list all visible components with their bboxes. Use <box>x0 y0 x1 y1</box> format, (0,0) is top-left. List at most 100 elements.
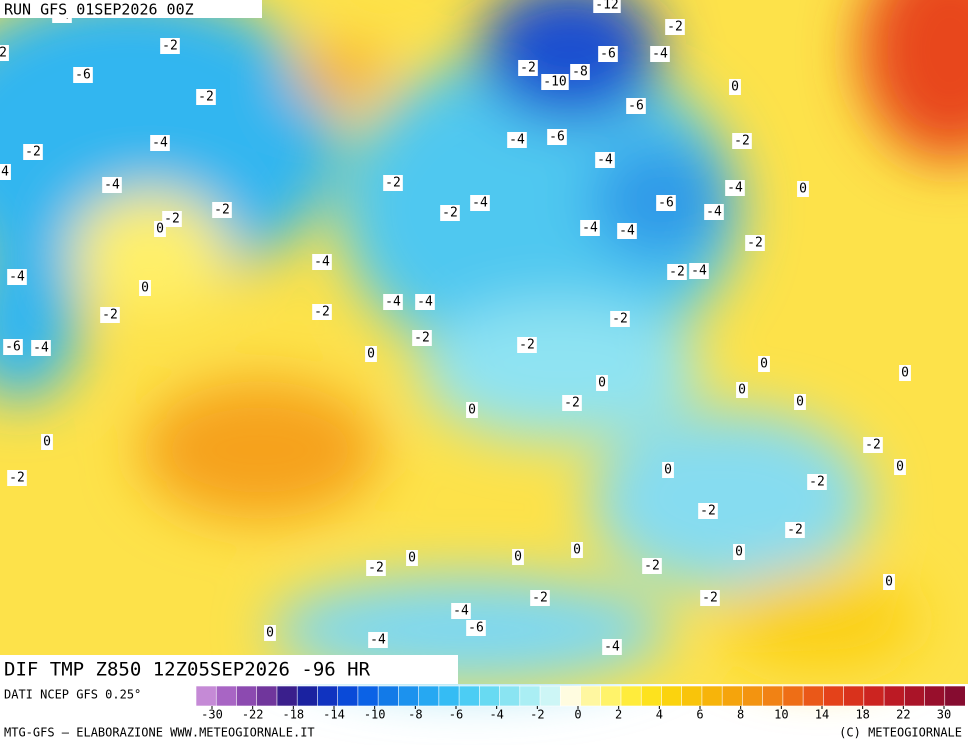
contour-label: -2 <box>198 90 214 105</box>
legend-swatch <box>438 685 460 707</box>
legend-tick-label: -14 <box>323 708 345 722</box>
contour-label-box <box>758 356 770 372</box>
contour-label-box <box>150 135 170 151</box>
contour-label: -2 <box>667 20 683 35</box>
contour-label-box <box>662 462 674 478</box>
contour-label: -2 <box>669 265 685 280</box>
legend-swatch <box>863 685 885 707</box>
contour-label: -2 <box>787 523 803 538</box>
contour-label-box <box>412 330 432 346</box>
contour-label-box <box>729 79 741 95</box>
contour-label-box <box>406 550 418 566</box>
contour-label-box <box>570 64 590 80</box>
contour-label: 0 <box>408 551 416 566</box>
contour-label: -2 <box>612 312 628 327</box>
legend-swatch <box>559 685 582 707</box>
footer-right: (C) METEOGIORNALE <box>839 726 962 740</box>
contour-label: -4 <box>417 295 433 310</box>
legend-tick-label: -18 <box>282 708 304 722</box>
contour-label-box <box>667 264 687 280</box>
contour-label-box <box>883 574 895 590</box>
legend-tick-label: 2 <box>615 708 622 722</box>
contour-label: 0 <box>735 545 743 560</box>
contour-label: -4 <box>691 264 707 279</box>
contour-label: -4 <box>453 604 469 619</box>
contour-label: -2 <box>442 206 458 221</box>
contour-label-box <box>162 211 182 227</box>
legend-swatch <box>276 685 298 707</box>
contour-label: -6 <box>468 621 484 636</box>
legend-swatch <box>823 685 845 707</box>
legend-swatch <box>883 685 905 707</box>
legend-tick-label: 22 <box>896 708 910 722</box>
contour-label-box <box>863 437 883 453</box>
legend-swatch <box>742 685 764 707</box>
contour-label-box <box>517 337 537 353</box>
legend-tick-label: 4 <box>656 708 663 722</box>
contour-label: -4 <box>604 640 620 655</box>
legend-tick-label: -6 <box>449 708 463 722</box>
contour-label: -6 <box>658 196 674 211</box>
contour-label: -2 <box>9 471 25 486</box>
run-label: RUN GFS 01SEP2026 00Z <box>4 1 194 19</box>
contour-label-box <box>0 45 9 61</box>
contour-label: -2 <box>747 236 763 251</box>
contour-label-box <box>562 395 582 411</box>
contour-label-box <box>154 221 166 237</box>
legend-tick-label: -8 <box>408 708 422 722</box>
contour-label: 0 <box>796 395 804 410</box>
contour-label: -4 <box>314 255 330 270</box>
legend-swatch <box>701 685 723 707</box>
contour-label: -2 <box>734 134 750 149</box>
map-title: DIF TMP Z850 12Z05SEP2026 -96 HR <box>4 659 371 681</box>
legend-swatch <box>580 685 602 707</box>
legend-tick-label: -4 <box>489 708 503 722</box>
legend-swatch <box>903 685 926 707</box>
legend-swatch <box>640 685 663 707</box>
legend-swatch <box>681 685 703 707</box>
contour-label: -4 <box>104 178 120 193</box>
contour-label-box <box>365 346 377 362</box>
legend-swatch <box>539 685 561 707</box>
contour-label: -4 <box>9 270 25 285</box>
contour-label: -6 <box>5 340 21 355</box>
contour-label-box <box>466 402 478 418</box>
contour-label-box <box>642 558 662 574</box>
contour-label-box <box>732 133 752 149</box>
contour-label-box <box>626 98 646 114</box>
contour-label: 0 <box>664 463 672 478</box>
contour-label-box <box>530 590 550 606</box>
legend-tick-label: -30 <box>201 708 223 722</box>
contour-label-box <box>23 144 43 160</box>
contour-label-box <box>733 544 745 560</box>
contour-label-box <box>264 625 276 641</box>
contour-label-box <box>512 549 524 565</box>
contour-label: -2 <box>414 331 430 346</box>
contour-label: -2 <box>25 145 41 160</box>
contour-label: 0 <box>141 281 149 296</box>
contour-label: 0 <box>896 460 904 475</box>
legend-swatch <box>479 685 501 707</box>
contour-label-box <box>440 205 460 221</box>
contour-label: -2 <box>162 39 178 54</box>
contour-label: -4 <box>619 224 635 239</box>
contour-label-box <box>3 339 23 355</box>
legend-swatch <box>782 685 804 707</box>
contour-label: -10 <box>543 75 566 90</box>
contour-label-box <box>595 152 615 168</box>
legend-swatch <box>802 685 824 707</box>
contour-label: -2 <box>865 438 881 453</box>
contour-label: 4 <box>1 165 9 180</box>
contour-label: -2 <box>164 212 180 227</box>
contour-label-box <box>736 382 748 398</box>
contour-label: 0 <box>760 357 768 372</box>
contour-label-box <box>160 38 180 54</box>
contour-label: -4 <box>472 196 488 211</box>
contour-label-box <box>656 195 676 211</box>
contour-label: 0 <box>468 403 476 418</box>
legend-tick-label: 14 <box>815 708 829 722</box>
legend-swatch <box>215 685 238 707</box>
legend-swatch <box>721 685 743 707</box>
legend-swatch <box>944 685 966 707</box>
